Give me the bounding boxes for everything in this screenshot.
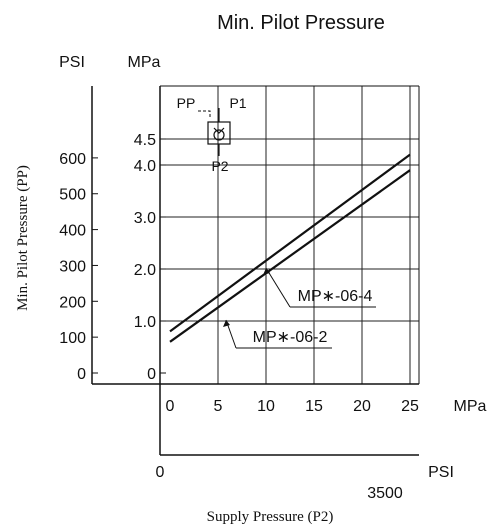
y-mpa-tick-label: 1.0 <box>134 314 156 331</box>
valve-check-ball <box>213 129 225 141</box>
y-psi-unit: PSI <box>59 54 85 71</box>
y-psi-tick-label: 400 <box>59 223 86 240</box>
y-mpa-unit: MPa <box>128 54 161 71</box>
x-mpa-tick-label: 10 <box>257 398 275 415</box>
y-psi-tick-label: 0 <box>77 366 86 383</box>
series-label: MP∗-06-4 <box>298 288 373 305</box>
y-psi-tick-label: 100 <box>59 330 86 347</box>
series-leader-arrow <box>223 320 230 327</box>
y-mpa-tick-label: 3.0 <box>134 210 156 227</box>
y-mpa-tick-label: 4.5 <box>134 132 156 149</box>
valve-label-p2: P2 <box>211 158 228 174</box>
y-axis-label: Min. Pilot Pressure (PP) <box>15 165 31 311</box>
x-mpa-tick-label: 5 <box>214 398 223 415</box>
x-psi-end-label: 3500 <box>367 485 403 502</box>
series-leader-line <box>265 267 291 308</box>
y-psi-tick-label: 500 <box>59 187 86 204</box>
x-mpa-tick-label: 0 <box>166 398 175 415</box>
x-psi-tick-label: 0 <box>156 464 165 481</box>
y-mpa-tick-label: 0 <box>147 366 156 383</box>
chart-title: Min. Pilot Pressure <box>217 12 385 34</box>
valve-label-p1: P1 <box>229 95 246 111</box>
y-psi-tick-label: 300 <box>59 258 86 275</box>
x-axis-label: Supply Pressure (P2) <box>207 509 334 525</box>
x-mpa-tick-label: 20 <box>353 398 371 415</box>
y-mpa-tick-label: 2.0 <box>134 262 156 279</box>
grid <box>160 86 419 384</box>
x-mpa-tick-label: 15 <box>305 398 323 415</box>
valve-symbol: PP P1 P2 <box>177 95 247 174</box>
series-label: MP∗-06-2 <box>253 329 328 346</box>
x-psi-unit: PSI <box>428 464 454 481</box>
x-mpa-unit: MPa <box>454 398 487 415</box>
y-mpa-tick-label: 4.0 <box>134 158 156 175</box>
valve-pilot-line <box>198 110 211 118</box>
y-psi-tick-label: 600 <box>59 151 86 168</box>
valve-label-pp: PP <box>177 95 196 111</box>
series: MP∗-06-4 MP∗-06-2 <box>169 153 411 349</box>
valve-check-seat <box>213 127 225 134</box>
series-line <box>169 169 411 343</box>
series-line <box>169 153 411 333</box>
x-mpa-tick-label: 25 <box>401 398 419 415</box>
axes <box>91 85 420 456</box>
y-psi-tick-label: 200 <box>59 294 86 311</box>
